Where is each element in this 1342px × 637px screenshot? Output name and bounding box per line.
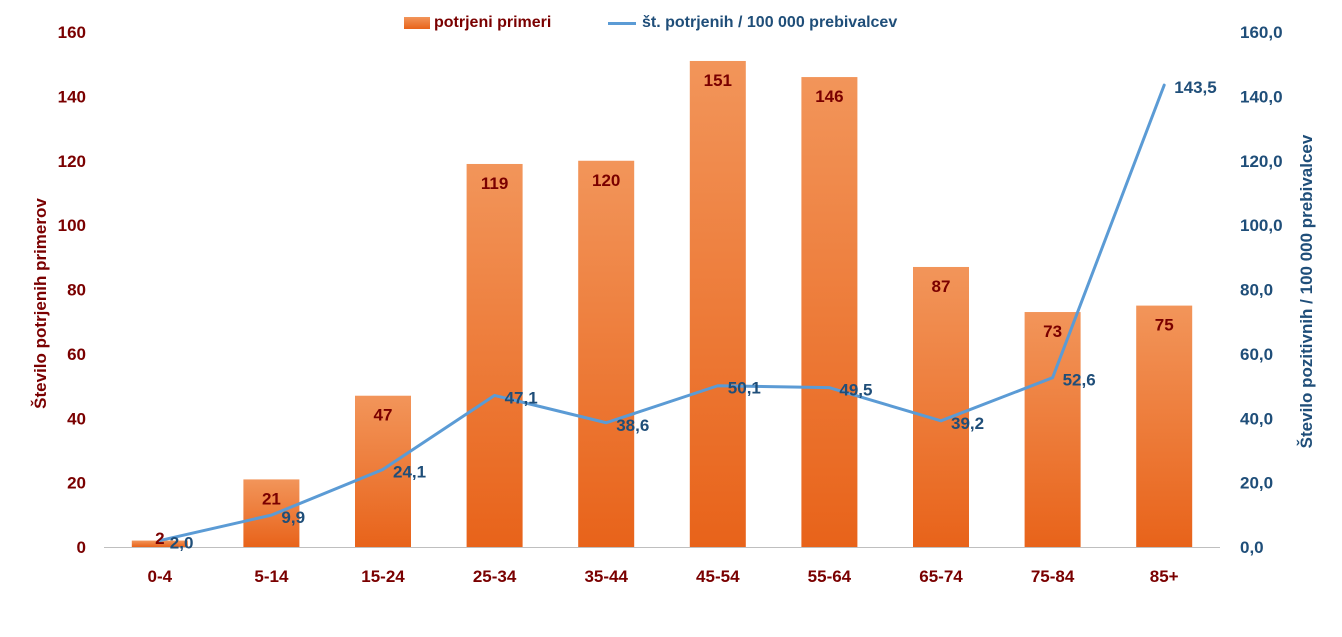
y-tick-label: 100 bbox=[58, 216, 86, 235]
y2-tick-label: 160,0 bbox=[1240, 23, 1283, 42]
bar-data-label: 21 bbox=[262, 489, 281, 508]
line-data-label: 2,0 bbox=[170, 534, 194, 553]
bar-45-54[interactable] bbox=[689, 60, 746, 547]
bar-55-64[interactable] bbox=[801, 77, 858, 547]
x-tick-label: 35-44 bbox=[584, 567, 628, 586]
x-tick-label: 55-64 bbox=[808, 567, 852, 586]
x-tick-label: 45-54 bbox=[696, 567, 740, 586]
rate-line[interactable] bbox=[158, 83, 1166, 543]
y-tick-label: 80 bbox=[67, 281, 86, 300]
legend-item-bars[interactable]: potrjeni primeri bbox=[404, 14, 551, 32]
bar-data-label: 47 bbox=[374, 406, 393, 425]
line-data-label: 24,1 bbox=[393, 462, 426, 481]
legend-line-swatch bbox=[608, 21, 636, 25]
chart-legend: potrjeni primeri št. potrjenih / 100 000… bbox=[0, 14, 1342, 36]
x-tick-label: 75-84 bbox=[1031, 567, 1075, 586]
y-tick-label: 120 bbox=[58, 152, 86, 171]
bar-75-84[interactable] bbox=[1024, 312, 1081, 547]
x-tick-label: 25-34 bbox=[473, 567, 517, 586]
legend-bar-label: potrjeni primeri bbox=[434, 14, 552, 31]
bar-data-label: 146 bbox=[815, 87, 843, 106]
y2-tick-label: 60,0 bbox=[1240, 345, 1273, 364]
y2-axis-title: Število pozitivnih / 100 000 prebivalcev bbox=[1297, 134, 1316, 448]
x-tick-label: 65-74 bbox=[919, 567, 963, 586]
y-axis-title: Število potrjenih primerov bbox=[31, 198, 50, 409]
line-data-label: 143,5 bbox=[1174, 78, 1217, 97]
y-tick-label: 160 bbox=[58, 23, 86, 42]
bar-65-74[interactable] bbox=[913, 266, 969, 547]
y2-tick-label: 120,0 bbox=[1240, 152, 1283, 171]
x-tick-label: 15-24 bbox=[361, 567, 405, 586]
bar-35-44[interactable] bbox=[578, 160, 635, 547]
y2-tick-label: 140,0 bbox=[1240, 87, 1283, 106]
y2-tick-label: 100,0 bbox=[1240, 216, 1283, 235]
bar-15-24[interactable] bbox=[355, 395, 411, 547]
x-tick-label: 85+ bbox=[1150, 567, 1179, 586]
y-tick-label: 60 bbox=[67, 345, 86, 364]
line-data-label: 50,1 bbox=[728, 379, 761, 398]
y-tick-label: 40 bbox=[67, 409, 86, 428]
line-data-label: 47,1 bbox=[505, 388, 538, 407]
y-tick-label: 0 bbox=[77, 538, 86, 557]
line-data-label: 52,6 bbox=[1063, 371, 1096, 390]
y-tick-label: 20 bbox=[67, 474, 86, 493]
bar-85+[interactable] bbox=[1136, 305, 1193, 547]
legend-bar-swatch bbox=[404, 17, 430, 29]
bar-5-14[interactable] bbox=[243, 479, 300, 547]
y2-tick-label: 40,0 bbox=[1240, 409, 1273, 428]
y-tick-label: 140 bbox=[58, 87, 86, 106]
line-data-label: 38,6 bbox=[616, 416, 649, 435]
line-data-label: 39,2 bbox=[951, 414, 984, 433]
bar-data-label: 119 bbox=[481, 174, 508, 193]
x-tick-label: 5-14 bbox=[254, 567, 289, 586]
bar-0-4[interactable] bbox=[131, 540, 188, 547]
line-data-label: 49,5 bbox=[839, 381, 872, 400]
line-data-label: 9,9 bbox=[281, 508, 305, 527]
legend-item-line[interactable]: št. potrjenih / 100 000 prebivalcev bbox=[608, 14, 897, 32]
y2-tick-label: 0,0 bbox=[1240, 538, 1264, 557]
bar-data-label: 87 bbox=[932, 277, 951, 296]
bar-25-34[interactable] bbox=[466, 163, 523, 547]
bar-data-label: 2 bbox=[155, 529, 164, 548]
bar-data-label: 75 bbox=[1155, 316, 1174, 335]
bar-data-label: 73 bbox=[1043, 322, 1062, 341]
legend-line-label: št. potrjenih / 100 000 prebivalcev bbox=[642, 14, 898, 31]
bar-data-label: 151 bbox=[704, 71, 732, 90]
bar-data-label: 120 bbox=[592, 171, 620, 190]
x-tick-label: 0-4 bbox=[148, 567, 173, 586]
y2-tick-label: 20,0 bbox=[1240, 474, 1273, 493]
y2-tick-label: 80,0 bbox=[1240, 281, 1273, 300]
